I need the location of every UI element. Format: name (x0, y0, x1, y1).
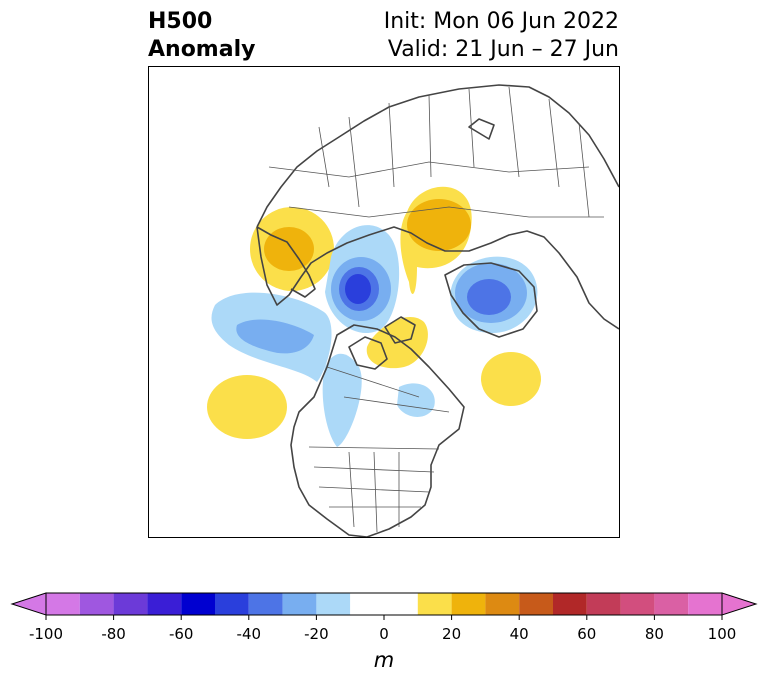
colorbar-tick-label: 80 (644, 625, 664, 643)
colorbar-tick-label: 40 (509, 625, 529, 643)
colorbar-segment (46, 593, 80, 615)
colorbar-segments (46, 593, 722, 615)
colorbar-segment (485, 593, 520, 615)
colorbar-tick-label: -80 (101, 625, 126, 643)
colorbar-segment (248, 593, 283, 615)
colorbar-segment (316, 593, 351, 615)
colorbar (10, 592, 758, 620)
anomaly-positive-pacific (207, 375, 287, 439)
colorbar-segment (215, 593, 249, 615)
colorbar-segment (519, 593, 553, 615)
colorbar-tick-label: 100 (707, 625, 737, 643)
anomaly-negative-kara-center (345, 274, 371, 304)
chart-title-right: Init: Mon 06 Jun 2022 Valid: 21 Jun – 27… (384, 8, 619, 64)
title-variable: H500 (148, 9, 213, 34)
valid-period: Valid: 21 Jun – 27 Jun (387, 37, 619, 62)
colorbar-tick-label: 60 (577, 625, 597, 643)
colorbar-over-extension (721, 592, 758, 616)
anomaly-negative-canada (322, 353, 362, 447)
colorbar-segment (147, 593, 182, 615)
colorbar-segment (350, 593, 418, 615)
colorbar-ticks (45, 615, 723, 620)
colorbar-segment (553, 593, 587, 615)
colorbar-segment (113, 593, 148, 615)
colorbar-tick-label: -100 (28, 625, 64, 643)
colorbar-segment (586, 593, 621, 615)
colorbar-unit: m (373, 648, 395, 672)
anomaly-negative-canada-east (397, 383, 435, 417)
colorbar-tick-label: 20 (442, 625, 462, 643)
anomaly-map (207, 84, 619, 537)
map-panel (148, 66, 620, 538)
anomaly-negative-pacific-core (236, 319, 314, 354)
colorbar-tick-label: 0 (379, 625, 389, 643)
colorbar-segment (451, 593, 486, 615)
colorbar-tick-label: -40 (236, 625, 262, 643)
colorbar-segment (282, 593, 317, 615)
borders (268, 86, 604, 533)
colorbar-segment (620, 593, 655, 615)
colorbar-segment (654, 593, 689, 615)
colorbar-segment (688, 593, 722, 615)
anomaly-positive-atlantic (481, 352, 541, 406)
chart-title-left: H500 Anomaly (148, 8, 255, 64)
colorbar-segment (181, 593, 215, 615)
init-time: Init: Mon 06 Jun 2022 (383, 9, 619, 34)
colorbar-under-extension (10, 592, 47, 616)
anomaly-positive-scandinavia-core (264, 227, 314, 271)
title-field: Anomaly (148, 37, 256, 62)
colorbar-tick-label: -60 (168, 625, 194, 643)
colorbar-segment (79, 593, 114, 615)
coastlines (256, 84, 619, 537)
anomaly-negative-greenland-core (467, 279, 511, 315)
anomaly-positive-siberia-core (407, 199, 471, 251)
colorbar-tick-label: -20 (304, 625, 329, 643)
colorbar-segment (417, 593, 452, 615)
